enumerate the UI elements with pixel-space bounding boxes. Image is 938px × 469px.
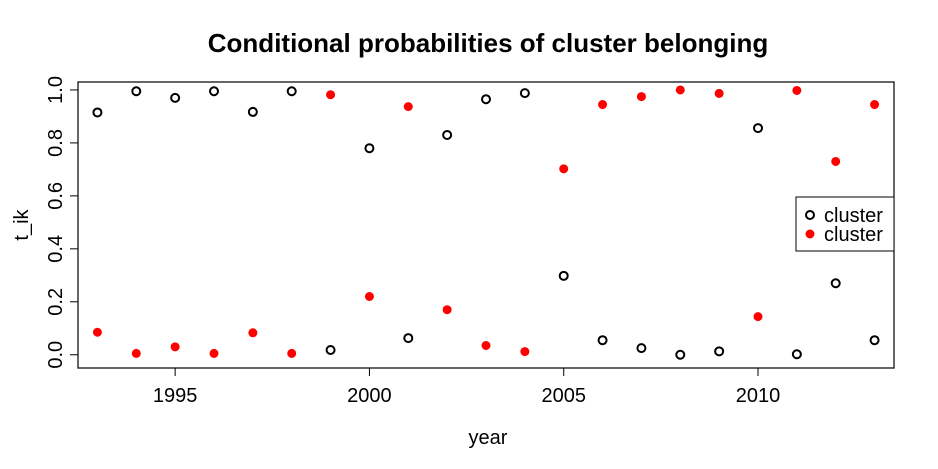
red-filled-point-1997 <box>248 328 258 338</box>
red-filled-point-2007 <box>636 92 646 102</box>
x-axis: 1995 2000 2005 2010 <box>153 367 781 407</box>
x-tick-label: 2000 <box>347 385 392 407</box>
black-open-point-1993 <box>92 107 103 118</box>
y-tick-label: 0.8 <box>45 129 67 157</box>
legend-label-series-2: cluster <box>824 224 883 246</box>
y-tick-label: 0.2 <box>45 288 67 316</box>
red-filled-point-2009 <box>714 88 724 98</box>
red-filled-point-2008 <box>675 85 685 95</box>
red-filled-point-2013 <box>870 100 880 110</box>
x-tick-label: 1995 <box>153 385 198 407</box>
black-open-point-2013 <box>869 335 880 346</box>
red-filled-point-2011 <box>792 85 802 95</box>
red-filled-point-2004 <box>520 347 530 357</box>
black-open-point-2006 <box>597 335 608 346</box>
red-filled-point-1993 <box>92 327 102 337</box>
red-filled-point-2010 <box>753 312 763 322</box>
black-open-point-2005 <box>558 270 569 281</box>
x-tick-label: 2005 <box>541 385 586 407</box>
black-open-point-2002 <box>442 129 453 140</box>
plot-area <box>77 81 895 369</box>
data-points <box>92 85 880 360</box>
legend: cluster cluster <box>795 196 895 252</box>
red-filled-point-1998 <box>287 348 297 358</box>
black-open-point-1996 <box>209 86 219 97</box>
y-tick-label: 0.6 <box>45 182 67 210</box>
red-filled-point-2000 <box>364 292 374 301</box>
red-filled-point-2003 <box>481 340 491 350</box>
y-tick-label: 1.0 <box>45 76 67 104</box>
red-filled-point-1995 <box>170 342 180 352</box>
x-tick-label: 2010 <box>736 385 781 407</box>
black-open-point-1994 <box>131 86 142 97</box>
legend-marker-open <box>805 210 815 220</box>
black-open-point-2011 <box>791 349 802 360</box>
red-filled-point-1996 <box>209 348 219 358</box>
red-filled-point-2006 <box>598 100 608 110</box>
y-axis: 0.0 0.2 0.4 0.6 0.8 1.0 <box>45 76 79 369</box>
red-filled-point-2005 <box>559 164 569 174</box>
black-open-point-1999 <box>325 344 336 355</box>
legend-label-series-1: cluster <box>824 205 883 227</box>
legend-marker-filled <box>805 229 815 239</box>
black-open-point-2000 <box>364 143 375 154</box>
black-open-point-2007 <box>636 343 647 354</box>
black-open-point-2009 <box>714 346 725 357</box>
black-open-point-2008 <box>675 349 686 360</box>
black-open-point-2012 <box>830 278 841 289</box>
black-open-point-2004 <box>519 88 530 99</box>
red-filled-point-1994 <box>131 348 141 358</box>
black-open-point-2001 <box>403 333 414 344</box>
black-open-point-1997 <box>247 106 258 117</box>
y-axis-label: t_ik <box>11 208 33 240</box>
x-axis-label: year <box>469 427 508 449</box>
black-open-point-1995 <box>170 92 181 103</box>
y-tick-label: 0.4 <box>45 235 67 263</box>
black-open-point-1998 <box>286 86 297 97</box>
black-open-point-2010 <box>753 123 763 134</box>
red-filled-point-2001 <box>403 102 413 112</box>
black-open-point-2003 <box>481 94 491 105</box>
red-filled-point-2002 <box>442 305 452 315</box>
red-filled-point-1999 <box>326 90 336 100</box>
chart-title: Conditional probabilities of cluster bel… <box>208 28 768 58</box>
red-filled-point-2012 <box>831 156 841 166</box>
legend-box <box>795 196 895 252</box>
y-tick-label: 0.0 <box>45 341 67 369</box>
